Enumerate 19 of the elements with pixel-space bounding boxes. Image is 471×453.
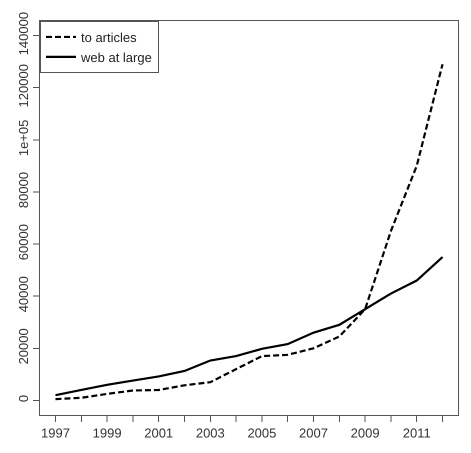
legend-label: to articles — [81, 30, 138, 46]
line-series — [54, 63, 444, 400]
x-tick-label: 1997 — [41, 426, 70, 441]
x-tick-label: 2009 — [350, 426, 380, 441]
y-tick-label: 140000 — [16, 12, 31, 56]
x-tick-label: 2005 — [247, 426, 276, 441]
y-tick-label: 20000 — [16, 328, 31, 364]
x-tick-label: 1999 — [92, 426, 122, 441]
y-tick-label: 80000 — [16, 172, 31, 208]
legend-label: web at large — [80, 50, 152, 65]
y-tick-label: 0 — [16, 394, 31, 402]
y-tick-label: 120000 — [16, 64, 31, 108]
y-tick-label: 1e+05 — [16, 120, 31, 156]
y-tick-label: 60000 — [16, 224, 31, 260]
x-tick-label: 2011 — [402, 426, 431, 441]
x-tick-label: 2007 — [299, 426, 328, 441]
y-tick-label: 40000 — [16, 276, 31, 312]
x-tick-label: 2003 — [196, 426, 225, 441]
x-tick-label: 2001 — [144, 426, 174, 441]
